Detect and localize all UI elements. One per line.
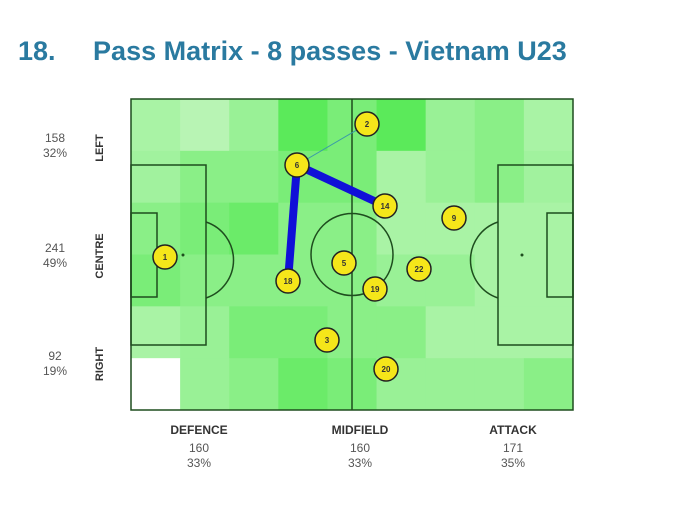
heatmap-cell xyxy=(474,202,525,255)
col-attack: ATTACK 171 35% xyxy=(463,423,563,471)
heatmap-cell xyxy=(474,150,525,204)
player-number: 22 xyxy=(415,265,424,274)
heatmap-cell xyxy=(523,306,574,359)
heatmap-cell xyxy=(229,150,279,204)
heatmap-cell xyxy=(180,306,230,359)
heatmap-cell xyxy=(229,254,279,307)
left-penalty-arc xyxy=(205,221,235,299)
heatmap-cell xyxy=(229,99,279,152)
heatmap-cell xyxy=(180,202,230,255)
player-marker-6 xyxy=(284,152,310,178)
left-penalty-spot xyxy=(181,253,185,257)
player-number: 14 xyxy=(381,202,390,211)
row-right-stats: 92 19% xyxy=(30,349,80,379)
player-marker-18 xyxy=(275,268,301,294)
heatmap-cell xyxy=(180,150,230,204)
player-number: 3 xyxy=(325,336,330,345)
heatmap-cell xyxy=(425,358,476,411)
row-pct: 32% xyxy=(42,146,68,160)
heatmap-cell xyxy=(474,254,525,307)
player-number: 2 xyxy=(365,120,370,129)
col-label: MIDFIELD xyxy=(331,423,389,437)
heatmap-cell xyxy=(474,306,525,359)
player-number: 20 xyxy=(382,365,391,374)
heatmap-cell xyxy=(229,306,279,359)
heatmap-cell xyxy=(229,202,279,255)
heatmap-cell xyxy=(131,202,181,255)
right-penalty-spot xyxy=(520,253,524,257)
right-six-yard-box xyxy=(546,212,574,298)
col-pct: 35% xyxy=(500,456,526,470)
row-left-stats: 158 32% xyxy=(30,131,80,161)
heatmap-cell xyxy=(425,99,476,152)
player-marker-14 xyxy=(372,193,398,219)
heatmap-cell xyxy=(180,254,230,307)
col-pct: 33% xyxy=(186,456,212,470)
row-count: 92 xyxy=(48,349,62,363)
col-midfield: MIDFIELD 160 33% xyxy=(310,423,410,471)
player-number: 19 xyxy=(371,285,380,294)
player-number: 1 xyxy=(163,253,168,262)
player-marker-1 xyxy=(152,244,178,270)
row-count: 241 xyxy=(44,241,66,255)
heatmap-cell xyxy=(131,99,181,152)
heatmap-cell xyxy=(474,99,525,152)
heatmap-cell xyxy=(278,99,328,152)
pass-line-6-14 xyxy=(295,161,387,210)
player-marker-2 xyxy=(354,111,380,137)
player-number: 18 xyxy=(284,277,293,286)
row-count: 158 xyxy=(44,131,66,145)
row-pct: 19% xyxy=(42,364,68,378)
heatmap-cell xyxy=(131,306,181,359)
heatmap-cell xyxy=(523,254,574,307)
centre-circle xyxy=(310,212,394,297)
page-title: 18. Pass Matrix - 8 passes - Vietnam U23 xyxy=(18,36,567,66)
player-marker-3 xyxy=(314,327,340,353)
col-pct: 33% xyxy=(347,456,373,470)
row-centre-stats: 241 49% xyxy=(30,241,80,271)
heatmap-cell xyxy=(131,150,181,204)
player-number: 5 xyxy=(342,259,347,268)
heatmap-cell xyxy=(180,358,230,411)
pass-line-2-6 xyxy=(296,123,368,166)
pass-line-6-18 xyxy=(284,164,301,282)
player-marker-5 xyxy=(331,250,357,276)
col-defence: DEFENCE 160 33% xyxy=(149,423,249,471)
player-number: 9 xyxy=(452,214,457,223)
heatmap-cell xyxy=(523,99,574,152)
col-count: 171 xyxy=(502,441,524,455)
heatmap-cell xyxy=(425,150,476,204)
heatmap-cell xyxy=(229,358,279,411)
heatmap-cell xyxy=(523,202,574,255)
heatmap-cell xyxy=(180,99,230,152)
heatmap-cell xyxy=(278,358,328,411)
heatmap-cell xyxy=(376,99,427,152)
heatmap-cell xyxy=(523,150,574,204)
heatmap-cell xyxy=(425,306,476,359)
row-pct: 49% xyxy=(42,256,68,270)
col-label: DEFENCE xyxy=(170,423,228,437)
heatmap-cell xyxy=(523,358,574,411)
heatmap-cell xyxy=(131,358,181,411)
player-marker-19 xyxy=(362,276,388,302)
col-label: ATTACK xyxy=(489,423,537,437)
col-count: 160 xyxy=(188,441,210,455)
heatmap-cell xyxy=(425,254,476,307)
player-marker-9 xyxy=(441,205,467,231)
heatmap-cell xyxy=(376,306,427,359)
player-number: 6 xyxy=(295,161,300,170)
col-count: 160 xyxy=(349,441,371,455)
player-marker-20 xyxy=(373,356,399,382)
heatmap-cell xyxy=(474,358,525,411)
player-marker-22 xyxy=(406,256,432,282)
right-penalty-arc xyxy=(469,221,499,299)
